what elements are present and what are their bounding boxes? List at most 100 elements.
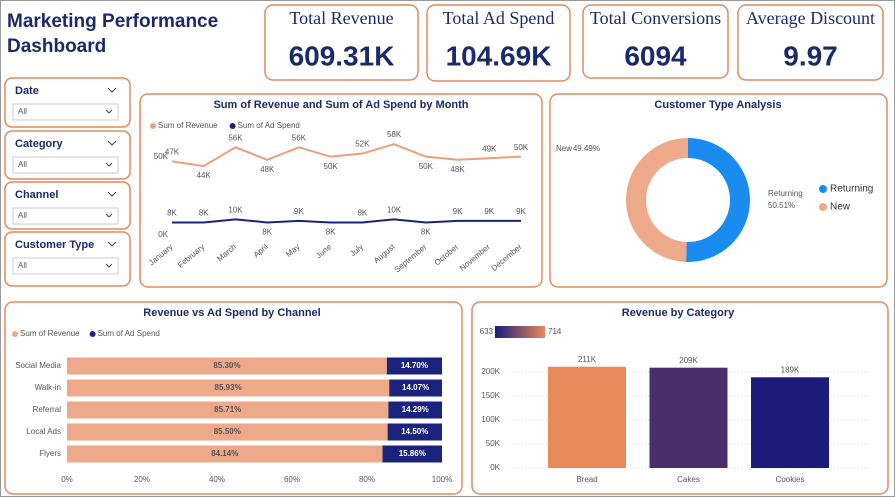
data-label: 58K — [387, 130, 402, 139]
legend-marker — [819, 203, 827, 211]
data-label: 8K — [326, 228, 336, 237]
kpi-value: 104.69K — [446, 40, 552, 71]
kpi-label: Total Revenue — [289, 8, 393, 28]
data-label: 211K — [578, 355, 597, 364]
data-label: 10K — [387, 205, 402, 214]
bar — [751, 377, 829, 468]
bar — [548, 366, 626, 468]
data-label: 189K — [781, 365, 800, 374]
data-label: 85.93% — [215, 383, 242, 392]
data-label: 85.30% — [213, 361, 240, 370]
chart-title: Customer Type Analysis — [654, 99, 781, 111]
data-label: 52K — [355, 140, 370, 149]
slice-value: 49.49% — [573, 144, 600, 153]
chart-title: Revenue vs Ad Spend by Channel — [143, 307, 320, 319]
bar-segment — [67, 401, 389, 419]
data-label: 14.50% — [401, 427, 428, 436]
bar-segment — [389, 379, 442, 397]
color-scale-max: 714 — [548, 327, 562, 336]
legend-marker — [150, 123, 156, 129]
chevron — [107, 140, 117, 146]
data-label: 15.86% — [399, 449, 426, 458]
kpi-card — [582, 4, 729, 79]
kpi-label: Total Conversions — [590, 8, 721, 28]
donut-slice — [626, 138, 688, 262]
y-tick-label: 100K — [481, 415, 500, 424]
kpi-card — [737, 4, 884, 81]
data-label: 8K — [199, 209, 209, 218]
dashboard-title: Marketing Performance Dashboard — [7, 11, 219, 57]
data-label: 50K — [514, 143, 529, 152]
dropdown[interactable] — [12, 207, 119, 225]
dropdown-value: All — [18, 107, 27, 116]
bar-segment — [387, 423, 442, 441]
data-label: 85.50% — [214, 427, 241, 436]
x-tick-label: Cookies — [776, 475, 805, 484]
data-label: 8K — [421, 228, 431, 237]
filter-label: Customer Type — [15, 239, 94, 251]
y-tick-label: Referral — [33, 405, 62, 414]
data-label: 209K — [679, 356, 698, 365]
legend-label: Sum of Ad Spend — [98, 329, 160, 338]
x-tick-label: 80% — [359, 475, 375, 484]
dropdown[interactable] — [12, 103, 119, 121]
bar-segment — [382, 445, 442, 463]
data-label: 48K — [260, 165, 275, 174]
y-tick-label: 50K — [154, 152, 169, 161]
dropdown[interactable] — [12, 257, 119, 275]
kpi-card — [426, 4, 571, 82]
dropdown[interactable] — [12, 156, 119, 174]
data-label: 8K — [262, 228, 272, 237]
data-label: 47K — [165, 147, 180, 156]
data-label: 56K — [292, 133, 307, 142]
data-label: 8K — [357, 209, 367, 218]
data-label: 9K — [294, 207, 304, 216]
bar-segment — [388, 401, 442, 419]
x-tick-label: 20% — [134, 475, 150, 484]
chart-title: Revenue by Category — [622, 307, 735, 319]
data-label: 14.70% — [401, 361, 428, 370]
data-label: 9K — [484, 207, 494, 216]
y-tick-label: Social Media — [15, 361, 61, 370]
y-tick-label: 0K — [158, 230, 168, 239]
data-label: 50K — [324, 162, 339, 171]
panel — [549, 93, 888, 288]
y-tick-label: 50K — [486, 439, 501, 448]
filter-label: Category — [15, 138, 64, 150]
filter-label: Date — [15, 85, 39, 97]
panel — [139, 93, 543, 288]
chevron — [105, 213, 113, 218]
legend-label: Sum of Ad Spend — [238, 121, 300, 130]
bar-segment — [67, 445, 383, 463]
x-tick-label: 60% — [284, 475, 300, 484]
kpi-label: Average Discount — [746, 8, 875, 28]
kpi-value: 609.31K — [289, 40, 395, 71]
legend-label: Sum of Revenue — [158, 121, 218, 130]
data-label: 44K — [197, 171, 212, 180]
data-label: 14.29% — [402, 405, 429, 414]
chevron — [105, 162, 113, 167]
slice-label: Returning — [768, 189, 803, 198]
data-label: 10K — [228, 205, 243, 214]
legend-label: Sum of Revenue — [20, 329, 80, 338]
y-tick-label: Flyers — [39, 449, 61, 458]
data-label: 48K — [450, 165, 465, 174]
dropdown-value: All — [18, 261, 27, 270]
dropdown-value: All — [18, 211, 27, 220]
donut-slice — [686, 138, 751, 262]
color-scale-min: 633 — [480, 327, 494, 336]
data-label: 50K — [419, 162, 434, 171]
y-tick-label: Walk-in — [35, 383, 61, 392]
dropdown-value: All — [18, 160, 27, 169]
color-scale — [495, 326, 545, 338]
legend-label: Returning — [830, 184, 873, 195]
chevron — [107, 191, 117, 197]
data-label: 85.71% — [214, 405, 241, 414]
data-label: 84.14% — [211, 449, 238, 458]
data-label: 9K — [453, 207, 463, 216]
y-tick-label: 150K — [481, 391, 500, 400]
legend-marker — [229, 123, 236, 129]
bar-segment — [67, 379, 390, 397]
